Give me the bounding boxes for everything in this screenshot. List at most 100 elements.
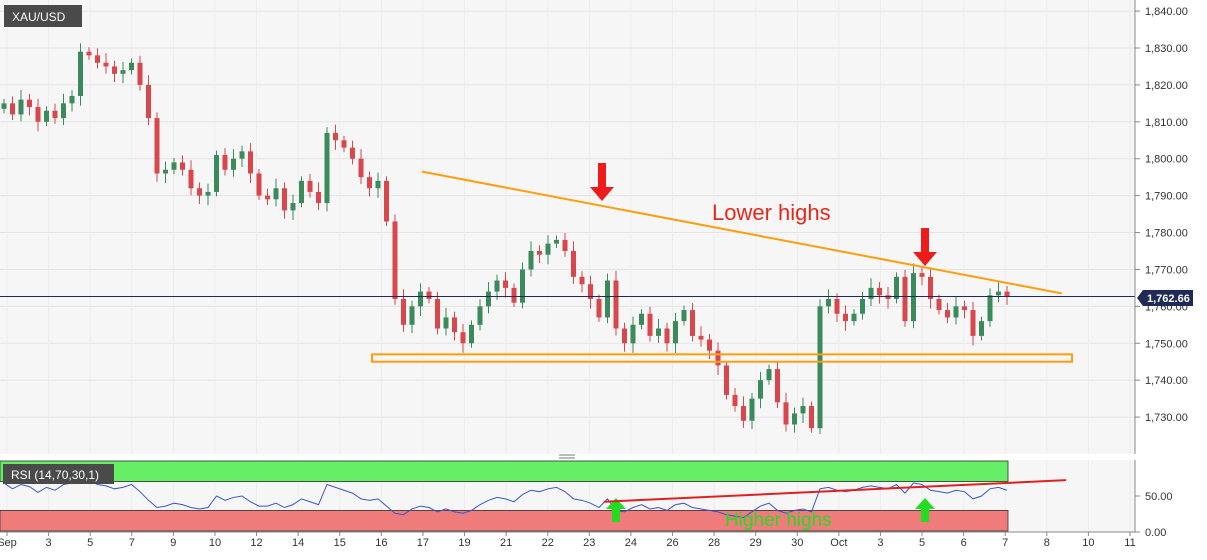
time-tick-label: 10 — [1082, 537, 1094, 549]
candle-body — [401, 298, 406, 325]
candle-body — [724, 365, 729, 395]
candle-body — [44, 110, 49, 122]
time-tick-label: 29 — [750, 537, 762, 549]
candle-body — [766, 369, 772, 381]
candle-body — [477, 306, 483, 325]
price-tick-label: 1,830.00 — [1145, 43, 1188, 55]
candle-body — [554, 239, 559, 244]
candle-body — [18, 99, 24, 115]
price-tick-label: 1,770.00 — [1145, 264, 1188, 276]
candle-body — [384, 180, 389, 222]
panel-splitter-icon[interactable] — [556, 453, 578, 460]
candle-body — [732, 394, 738, 407]
candle-body — [979, 321, 984, 336]
candle-body — [222, 155, 228, 170]
candle-body — [409, 306, 415, 325]
candle-body — [494, 280, 500, 292]
candle-body — [231, 158, 236, 170]
candle-body — [205, 191, 211, 196]
candle-body — [885, 295, 891, 299]
rsi-tick-label: 0.00 — [1145, 527, 1166, 539]
candle-body — [622, 328, 627, 344]
candle-body — [690, 310, 695, 336]
time-tick-label: 23 — [583, 537, 595, 549]
candle-body — [120, 70, 126, 74]
candle-body — [256, 173, 262, 196]
time-tick-label: 21 — [500, 537, 512, 549]
candle-body — [1004, 291, 1010, 297]
candle-body — [775, 369, 780, 403]
candle-body — [282, 188, 287, 211]
candle-body — [443, 317, 449, 329]
candle-body — [851, 313, 857, 322]
candle-body — [358, 158, 364, 178]
resistance-trendline — [421, 170, 1063, 295]
candle-body — [214, 155, 219, 192]
candle-body — [919, 273, 925, 277]
price-tick-label: 1,750.00 — [1145, 338, 1188, 350]
candle-body — [953, 306, 959, 318]
candle-body — [630, 324, 636, 344]
main-plot-background — [0, 0, 1135, 454]
candle-body — [834, 298, 840, 314]
time-tick-label: 9 — [170, 537, 176, 549]
candle-body — [826, 298, 831, 307]
rsi-zones — [0, 460, 1009, 532]
price-tick-label: 1,820.00 — [1145, 80, 1188, 92]
time-tick-label: Oct — [830, 537, 847, 549]
candle-body — [265, 195, 270, 200]
candle-body — [392, 221, 398, 299]
candle-body — [843, 313, 848, 322]
candle-body — [596, 298, 602, 318]
higher-high-arrow-icon — [606, 498, 626, 522]
candle-body — [324, 132, 330, 204]
candle-body — [528, 250, 534, 270]
candle-body — [333, 132, 338, 141]
time-tick-label: 3 — [877, 537, 883, 549]
candle-body — [894, 276, 899, 299]
candle-body — [673, 321, 678, 344]
current-price-tag: 1,762.66 — [1137, 290, 1193, 306]
candle-body — [61, 103, 66, 119]
candle-body — [95, 55, 100, 63]
candle-body — [163, 169, 168, 174]
time-tick-label: 19 — [458, 537, 470, 549]
candle-body — [664, 328, 670, 344]
candle-body — [647, 313, 653, 336]
candle-body — [741, 406, 746, 421]
rsi-tick-label: 50.00 — [1145, 491, 1173, 503]
rsi-oversold-zone — [0, 509, 1009, 532]
time-tick-label: 28 — [708, 537, 720, 549]
candle-body — [783, 402, 789, 425]
candle-body — [290, 203, 296, 211]
time-tick-label: 3 — [46, 537, 52, 549]
candle-body — [35, 107, 41, 122]
candle-body — [571, 250, 576, 277]
candle-body — [545, 243, 551, 255]
candle-body — [460, 332, 466, 344]
symbol-tag — [4, 5, 82, 27]
candle-body — [299, 180, 304, 204]
candle-body — [511, 287, 517, 303]
candle-body — [996, 291, 1001, 296]
price-tick-label: 1,730.00 — [1145, 412, 1188, 424]
price-tick-label: 1,810.00 — [1145, 117, 1188, 129]
rsi-divergence-line — [603, 479, 1067, 503]
time-tick-label: 5 — [87, 537, 93, 549]
chart-overlays — [0, 163, 1135, 522]
time-tick-label: 11 — [1124, 537, 1135, 549]
lower-high-arrow-icon — [913, 228, 937, 266]
candle-body — [146, 84, 151, 119]
price-tick-label: 1,780.00 — [1145, 228, 1188, 240]
candle-body — [503, 280, 508, 288]
candle-body — [987, 295, 993, 322]
candle-body — [103, 62, 109, 67]
higher-high-arrow-icon — [915, 498, 935, 522]
candle-body — [800, 406, 806, 414]
time-tick-label: 26 — [666, 537, 678, 549]
candle-body — [248, 151, 253, 174]
candle-body — [936, 298, 942, 311]
price-tick-label: 1,840.00 — [1145, 6, 1188, 18]
